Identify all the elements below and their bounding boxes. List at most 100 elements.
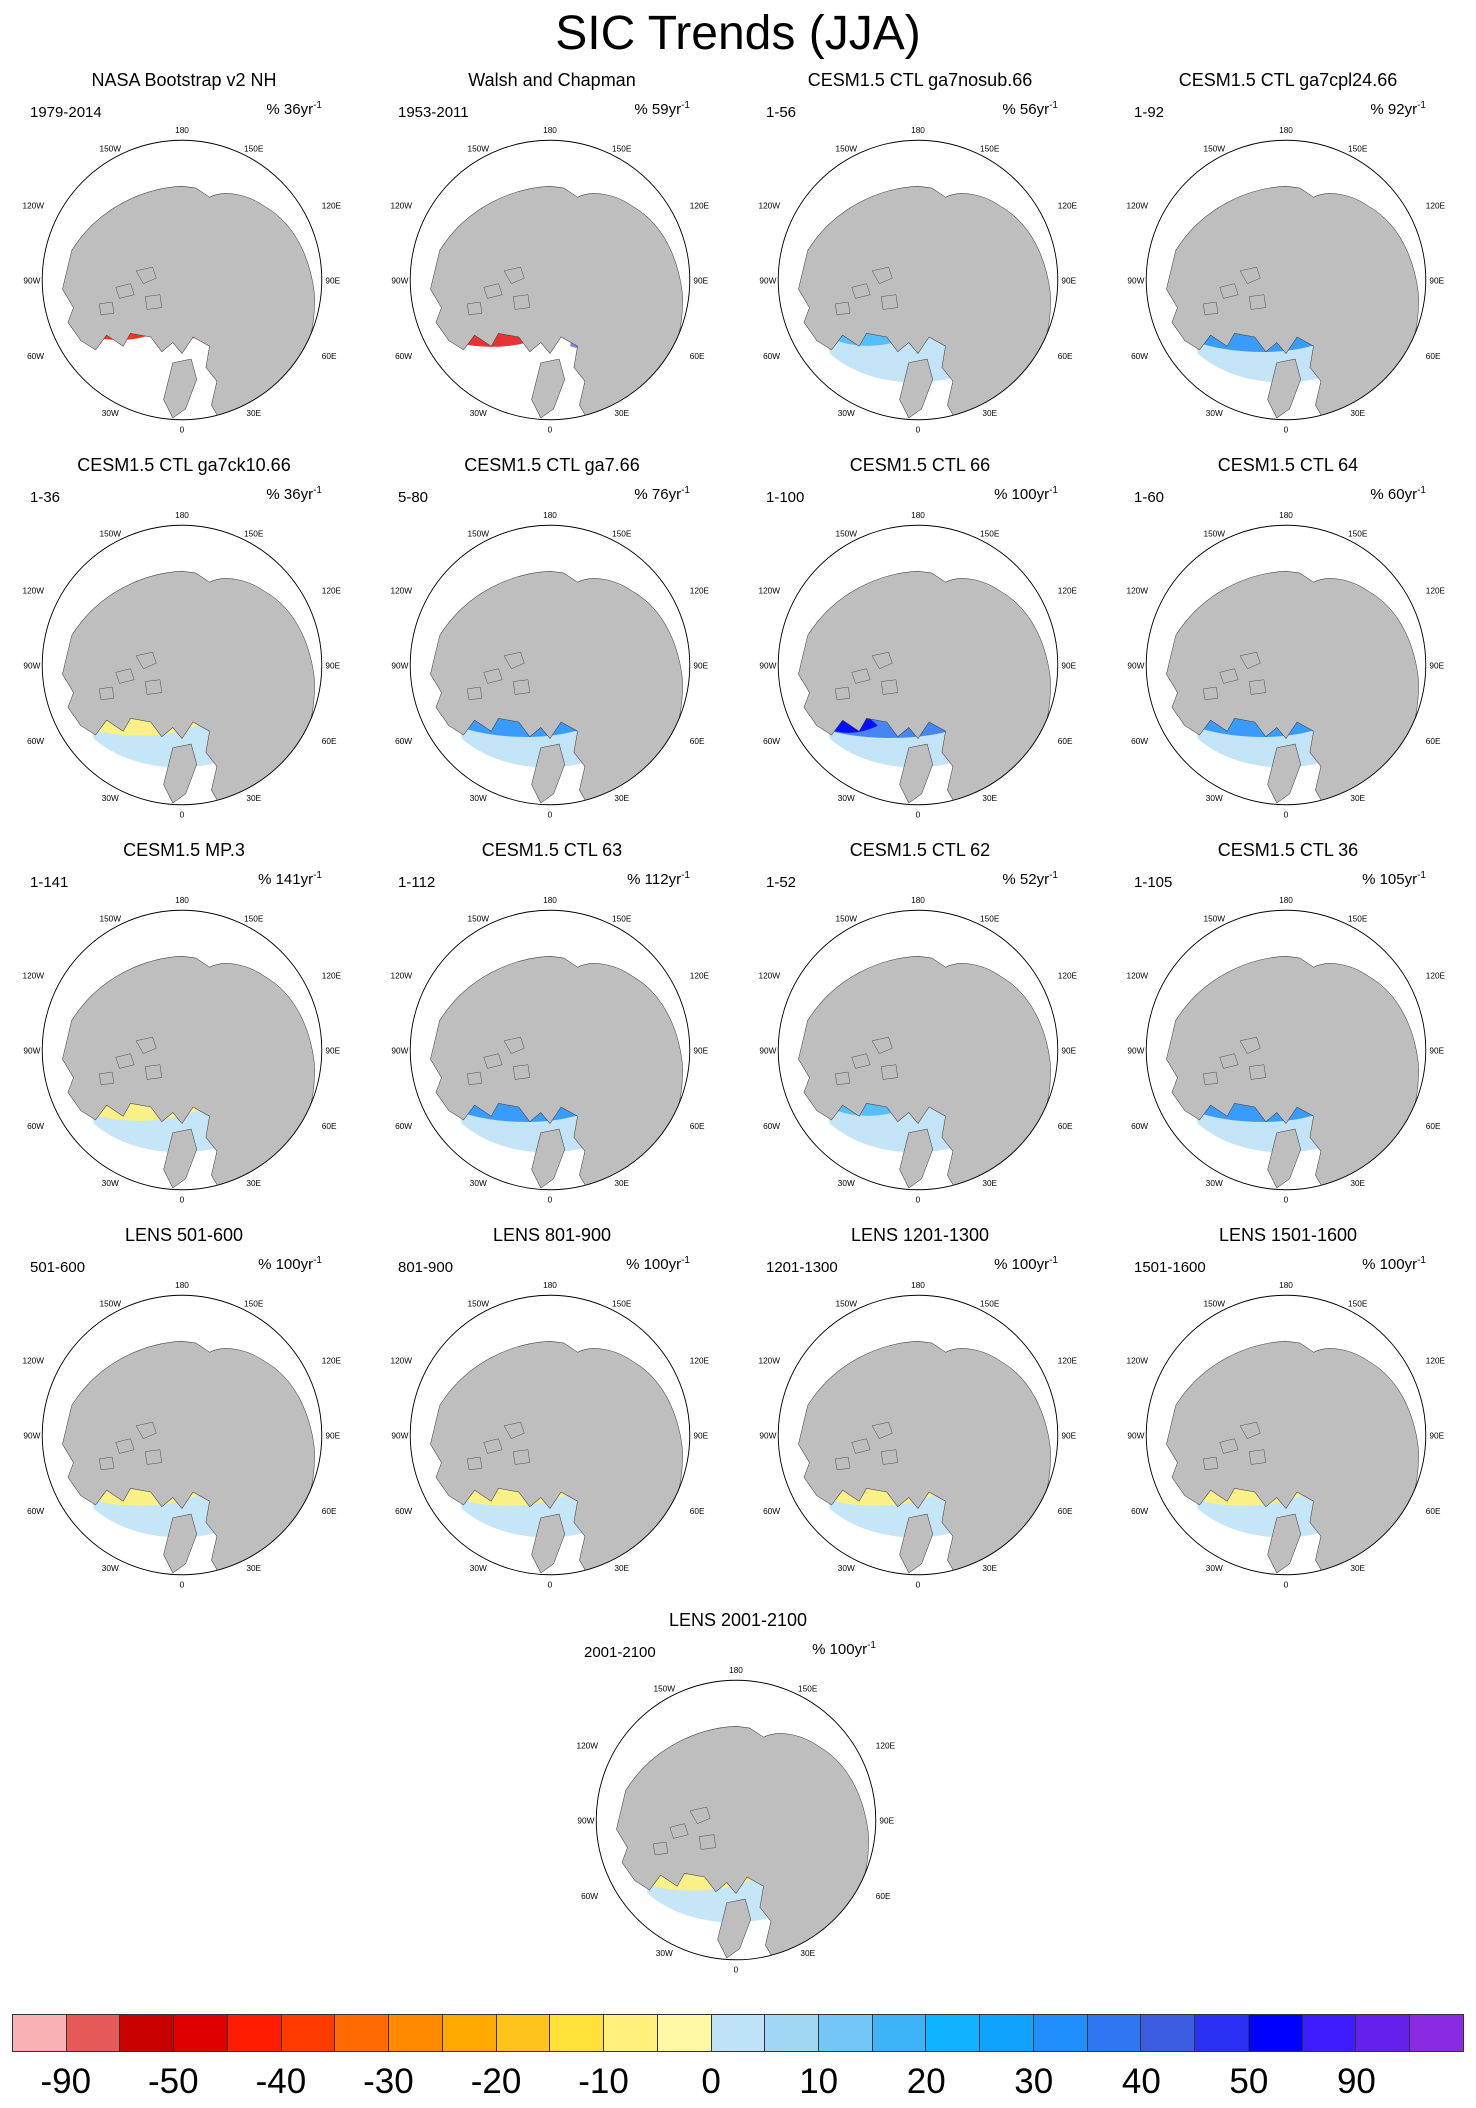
longitude-label: 150E	[244, 1299, 264, 1308]
colorbar-tick-label: -40	[255, 2062, 307, 2101]
longitude-label: 90W	[759, 1432, 776, 1441]
longitude-label: 60E	[322, 352, 337, 361]
longitude-label: 0	[916, 1196, 921, 1205]
longitude-label: 120E	[1426, 1356, 1446, 1365]
longitude-label: 120E	[1426, 586, 1446, 595]
longitude-label: 180	[1279, 511, 1293, 520]
longitude-label: 30W	[656, 1949, 673, 1958]
longitude-label: 150W	[835, 529, 857, 538]
longitude-label: 150W	[99, 144, 121, 153]
longitude-label: 30W	[102, 409, 119, 418]
colorbar-swatch	[550, 2015, 605, 2051]
longitude-label: 120W	[22, 1356, 44, 1365]
longitude-label: 90E	[1061, 1047, 1076, 1056]
longitude-label: 150W	[99, 1299, 121, 1308]
longitude-label: 60E	[1426, 1122, 1441, 1131]
longitude-label: 150W	[1203, 144, 1225, 153]
longitude-label: 90W	[1127, 1432, 1144, 1441]
longitude-label: 0	[180, 811, 185, 820]
colorbar-tick-label: 10	[799, 2062, 839, 2101]
longitude-label: 60W	[581, 1892, 598, 1901]
map-boundary	[41, 1294, 323, 1576]
map-panel: CESM1.5 MP.3 1-141 % 141yr-1 180 0 150W 150E 12…	[0, 840, 368, 1225]
panel-years: 1-56	[766, 104, 797, 121]
longitude-label: 60E	[690, 1122, 705, 1131]
panel-title: LENS 1201-1300	[850, 1225, 990, 1245]
land-mass	[62, 570, 315, 804]
longitude-label: 90W	[391, 277, 408, 286]
longitude-label: 120E	[876, 1741, 896, 1750]
longitude-label: 90W	[1127, 277, 1144, 286]
colorbar-swatch	[1302, 2015, 1357, 2051]
colorbar-swatch	[496, 2015, 551, 2051]
longitude-label: 120W	[22, 971, 44, 980]
map-panel: Walsh and Chapman 1953-2011 % 59yr-1 180 0 15…	[368, 70, 736, 455]
map-boundary	[777, 909, 1059, 1191]
panel-years: 1979-2014	[30, 104, 102, 121]
panel-years: 1-52	[766, 874, 797, 891]
longitude-label: 30E	[614, 1564, 629, 1573]
longitude-label: 150E	[1348, 144, 1368, 153]
colorbar-swatch	[711, 2015, 766, 2051]
land-mass	[430, 185, 683, 419]
longitude-label: 30E	[1350, 1564, 1365, 1573]
longitude-label: 30W	[102, 1179, 119, 1188]
colorbar-swatch	[1356, 2015, 1411, 2051]
longitude-label: 60W	[1131, 1507, 1148, 1516]
colorbar-swatch	[66, 2015, 121, 2051]
longitude-label: 120W	[390, 201, 412, 210]
colorbar-swatch	[442, 2015, 497, 2051]
longitude-label: 90W	[759, 662, 776, 671]
colorbar-tick-label: 30	[1014, 2062, 1054, 2101]
longitude-label: 90E	[1061, 662, 1076, 671]
longitude-label: 90E	[1429, 1047, 1444, 1056]
colorbar-tick-label: -20	[470, 2062, 522, 2101]
longitude-label: 60W	[395, 1507, 412, 1516]
panel-rate: % 100yr-1	[812, 1640, 876, 1658]
colorbar-swatch	[819, 2015, 873, 2051]
map-boundary	[777, 139, 1059, 421]
longitude-label: 60W	[763, 737, 780, 746]
longitude-label: 180	[729, 1666, 743, 1675]
land-mass	[1166, 955, 1419, 1189]
longitude-label: 180	[543, 511, 557, 520]
longitude-label: 60W	[763, 1507, 780, 1516]
longitude-label: 60W	[395, 1122, 412, 1131]
longitude-label: 90W	[23, 277, 40, 286]
map-panel: LENS 501-600 501-600 % 100yr-1 180 0 150W 150E…	[0, 1225, 368, 1610]
longitude-label: 30E	[1350, 1179, 1365, 1188]
longitude-label: 90W	[391, 1047, 408, 1056]
panel-rate: % 36yr-1	[266, 485, 322, 503]
panel-title: Walsh and Chapman	[468, 70, 636, 90]
colorbar: -90 -50 -40 -30 -20 -10 0 10 20 30 40 50 90	[12, 2014, 1464, 2102]
land-mass	[798, 955, 1051, 1189]
longitude-label: 120E	[690, 201, 710, 210]
longitude-label: 120E	[322, 586, 342, 595]
longitude-label: 150E	[980, 144, 1000, 153]
longitude-label: 120E	[322, 971, 342, 980]
longitude-label: 120W	[576, 1741, 598, 1750]
map-boundary	[41, 524, 323, 806]
longitude-label: 180	[175, 126, 189, 135]
longitude-label: 0	[548, 1196, 553, 1205]
longitude-label: 120W	[1126, 201, 1148, 210]
longitude-label: 150W	[467, 529, 489, 538]
longitude-label: 180	[543, 126, 557, 135]
longitude-label: 90E	[325, 1047, 340, 1056]
longitude-label: 30E	[1350, 794, 1365, 803]
longitude-label: 60W	[395, 352, 412, 361]
panel-rate: % 76yr-1	[634, 485, 690, 503]
longitude-label: 0	[180, 1196, 185, 1205]
polar-map: 180 0 150W 150E 120W 120E 90W 90E 60W 60E 30W 30E	[390, 511, 709, 820]
panel-rate: % 52yr-1	[1002, 870, 1058, 888]
panel-rate: % 100yr-1	[258, 1255, 322, 1273]
longitude-label: 60W	[1131, 737, 1148, 746]
colorbar-tick-label: 40	[1121, 2062, 1161, 2101]
longitude-label: 120E	[1058, 1356, 1078, 1365]
panel-rate: % 60yr-1	[1370, 485, 1426, 503]
longitude-label: 90E	[693, 1432, 708, 1441]
colorbar-swatch	[227, 2015, 282, 2051]
longitude-label: 120E	[1058, 971, 1078, 980]
map-panel: CESM1.5 CTL 63 1-112 % 112yr-1 180 0 150W 150E…	[368, 840, 736, 1225]
colorbar-swatch	[13, 2015, 67, 2051]
